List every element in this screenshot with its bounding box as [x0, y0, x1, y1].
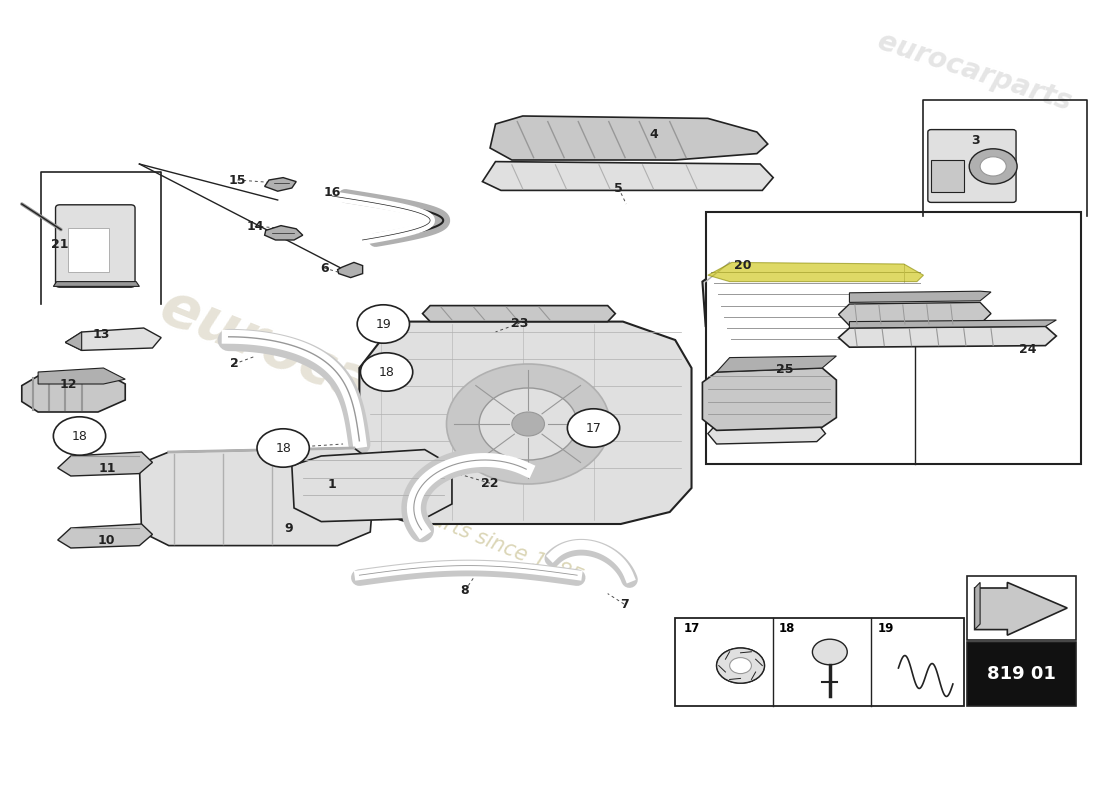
Polygon shape [65, 328, 162, 350]
Polygon shape [140, 448, 376, 546]
Text: 18: 18 [275, 442, 292, 454]
Polygon shape [716, 356, 836, 372]
Circle shape [969, 149, 1018, 184]
Text: eurocarparts: eurocarparts [874, 27, 1075, 117]
Polygon shape [975, 582, 1067, 635]
Circle shape [447, 364, 609, 484]
Text: 22: 22 [482, 477, 498, 490]
Text: 18: 18 [378, 366, 395, 378]
Text: a passion for parts since 1985: a passion for parts since 1985 [286, 452, 585, 588]
Circle shape [512, 412, 544, 436]
Text: 16: 16 [323, 186, 341, 198]
Text: 21: 21 [51, 238, 68, 250]
Polygon shape [838, 302, 991, 326]
Polygon shape [265, 178, 296, 191]
Polygon shape [39, 368, 125, 384]
Polygon shape [838, 326, 1056, 347]
Polygon shape [265, 226, 302, 240]
FancyBboxPatch shape [967, 576, 1076, 640]
Circle shape [729, 658, 751, 674]
FancyBboxPatch shape [931, 160, 964, 192]
FancyBboxPatch shape [675, 618, 964, 706]
Text: 10: 10 [98, 534, 116, 546]
Text: 2: 2 [230, 358, 239, 370]
Text: 8: 8 [461, 584, 470, 597]
Polygon shape [292, 450, 452, 522]
FancyBboxPatch shape [967, 642, 1076, 706]
Text: 15: 15 [229, 174, 246, 186]
Polygon shape [422, 306, 615, 322]
Text: 1: 1 [328, 478, 337, 490]
Text: 14: 14 [246, 220, 264, 233]
Polygon shape [54, 282, 140, 286]
FancyBboxPatch shape [55, 205, 135, 287]
Circle shape [54, 417, 106, 455]
Text: eurocarparts: eurocarparts [152, 278, 568, 490]
Text: 18: 18 [779, 622, 795, 634]
Polygon shape [708, 262, 924, 282]
Text: 17: 17 [684, 622, 700, 634]
Polygon shape [849, 320, 1056, 328]
Text: 25: 25 [777, 363, 794, 376]
Circle shape [361, 353, 412, 391]
Polygon shape [491, 116, 768, 160]
FancyBboxPatch shape [927, 130, 1016, 202]
Text: 5: 5 [614, 182, 623, 194]
FancyBboxPatch shape [706, 212, 1081, 464]
Text: 7: 7 [619, 598, 628, 610]
Text: 24: 24 [1020, 343, 1037, 356]
Circle shape [813, 639, 847, 665]
Circle shape [480, 388, 578, 460]
Text: 17: 17 [585, 422, 602, 434]
Polygon shape [57, 452, 153, 476]
Text: 19: 19 [375, 318, 392, 330]
Text: 23: 23 [510, 317, 528, 330]
Polygon shape [22, 372, 125, 412]
Polygon shape [65, 332, 81, 350]
Text: 6: 6 [320, 262, 329, 274]
Polygon shape [703, 368, 836, 430]
Polygon shape [849, 291, 991, 302]
Polygon shape [57, 524, 153, 548]
Text: 4: 4 [649, 128, 658, 141]
Circle shape [358, 305, 409, 343]
Polygon shape [703, 262, 931, 344]
Circle shape [716, 648, 764, 683]
Text: 13: 13 [92, 328, 110, 341]
Circle shape [568, 409, 619, 447]
Polygon shape [360, 322, 692, 524]
Polygon shape [338, 262, 363, 278]
Circle shape [257, 429, 309, 467]
Polygon shape [708, 422, 825, 444]
Text: 819 01: 819 01 [987, 665, 1056, 682]
Polygon shape [975, 582, 980, 630]
Text: 12: 12 [59, 378, 77, 390]
Text: 9: 9 [284, 522, 293, 534]
Text: 11: 11 [99, 462, 117, 474]
Text: 19: 19 [878, 622, 894, 634]
Circle shape [980, 157, 1006, 176]
Polygon shape [483, 162, 773, 190]
Text: 18: 18 [72, 430, 87, 442]
Text: 20: 20 [734, 259, 751, 272]
FancyBboxPatch shape [67, 228, 109, 272]
Text: 3: 3 [971, 134, 980, 147]
Circle shape [716, 648, 764, 683]
